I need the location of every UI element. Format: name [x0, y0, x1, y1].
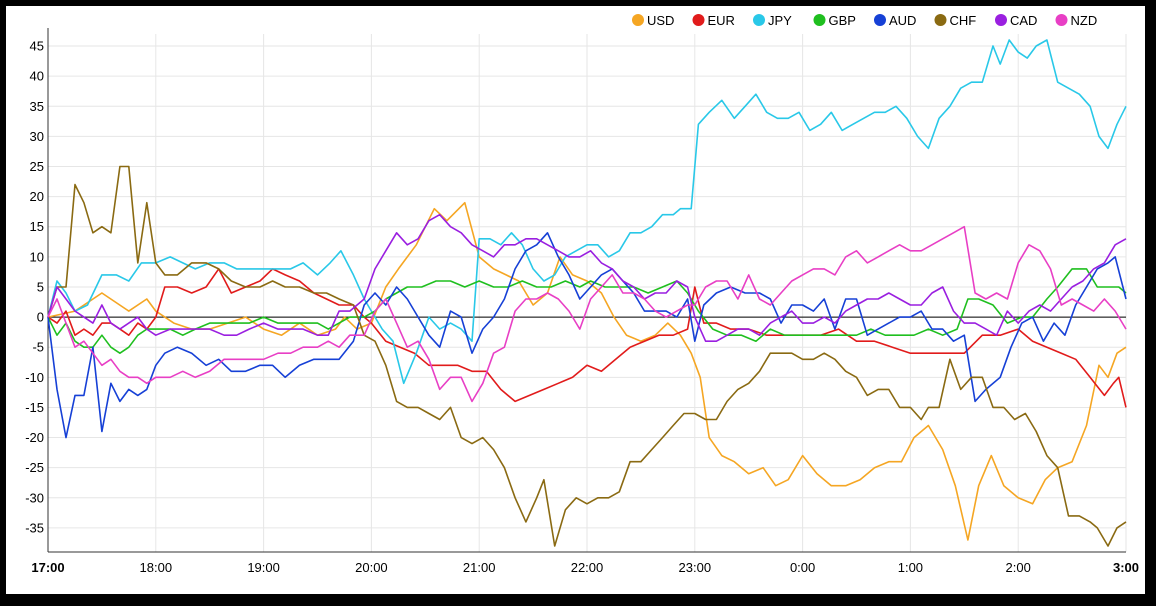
- y-tick-label: -35: [25, 520, 44, 535]
- y-tick-label: -15: [25, 400, 44, 415]
- y-tick-label: -25: [25, 460, 44, 475]
- fx-strength-line-chart: 45 40 35 30 25 20 15 10 5 0 -5 -10 -15 -20 -25 -30 -35 17…: [25, 13, 1139, 575]
- x-tick-label: 22:00: [571, 560, 604, 575]
- y-tick-label: 20: [30, 189, 44, 204]
- chart-panel: 45 40 35 30 25 20 15 10 5 0 -5 -10 -15 -20 -25 -30 -35 17…: [6, 6, 1145, 594]
- series-line-cad: [47, 213, 1127, 342]
- legend-label-jpy: JPY: [768, 13, 792, 28]
- legend-swatch-jpy: [753, 14, 765, 26]
- x-tick-label: 0:00: [790, 560, 815, 575]
- legend-label-nzd: NZD: [1071, 13, 1098, 28]
- legend-label-eur: EUR: [708, 13, 735, 28]
- series-line-nzd: [47, 225, 1127, 403]
- x-tick-label: 23:00: [679, 560, 712, 575]
- legend-label-gbp: GBP: [829, 13, 856, 28]
- legend-label-chf: CHF: [950, 13, 977, 28]
- y-tick-label: 30: [30, 129, 44, 144]
- series-line-jpy: [47, 39, 1127, 385]
- series-line-eur: [47, 268, 1127, 408]
- legend-label-cad: CAD: [1010, 13, 1037, 28]
- legend-swatch-cad: [995, 14, 1007, 26]
- y-tick-label: -20: [25, 430, 44, 445]
- y-tick-label: 40: [30, 69, 44, 84]
- gridlines: [47, 34, 1127, 552]
- y-tick-label: 0: [37, 310, 44, 325]
- legend-label-aud: AUD: [889, 13, 916, 28]
- y-tick-label: 10: [30, 249, 44, 264]
- legend-swatch-usd: [632, 14, 644, 26]
- x-tick-label: 3:00: [1113, 560, 1139, 575]
- y-tick-label: -5: [32, 340, 44, 355]
- x-tick-label: 20:00: [355, 560, 388, 575]
- legend-swatch-eur: [692, 14, 705, 26]
- y-tick-label: -10: [25, 370, 44, 385]
- legend: USD EUR JPY GBP AUD CHF CAD NZD: [632, 13, 1097, 28]
- legend-swatch-gbp: [813, 14, 826, 26]
- y-tick-label: -30: [25, 490, 44, 505]
- y-tick-label: 45: [30, 39, 44, 54]
- axes: 45 40 35 30 25 20 15 10 5 0 -5 -10 -15 -20 -25 -30 -35 17…: [25, 28, 1139, 575]
- y-tick-label: 5: [37, 279, 44, 294]
- legend-label-usd: USD: [647, 13, 674, 28]
- legend-swatch-chf: [934, 14, 947, 26]
- legend-swatch-nzd: [1055, 14, 1068, 26]
- x-tick-label: 21:00: [463, 560, 496, 575]
- x-tick-label: 1:00: [898, 560, 923, 575]
- series-line-gbp: [47, 268, 1127, 354]
- y-tick-label: 25: [30, 159, 44, 174]
- x-tick-label: 2:00: [1006, 560, 1031, 575]
- x-tick-label: 17:00: [31, 560, 64, 575]
- y-tick-label: 35: [30, 99, 44, 114]
- series-line-chf: [47, 165, 1127, 547]
- series-line-aud: [47, 232, 1127, 439]
- y-tick-label: 15: [30, 219, 44, 234]
- legend-swatch-aud: [874, 14, 886, 26]
- series-lines: [47, 39, 1127, 547]
- x-tick-label: 18:00: [140, 560, 173, 575]
- x-tick-label: 19:00: [247, 560, 280, 575]
